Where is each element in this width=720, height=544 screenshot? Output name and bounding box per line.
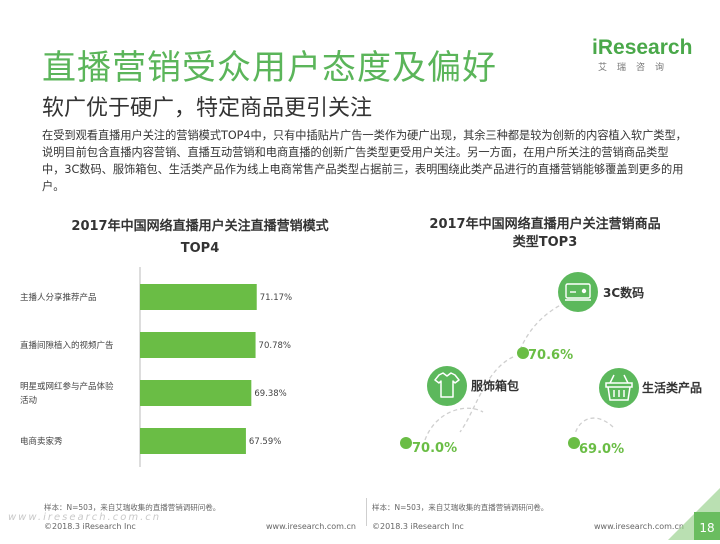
icon-circle [427, 366, 467, 406]
page-number: 18 [694, 512, 720, 540]
product-name: 3C数码 [603, 285, 644, 300]
percent-label: 70.6% [528, 348, 573, 363]
right-source-note: 样本：N=503，来自艾瑞收集的直播营销调研问卷。 [372, 503, 549, 512]
logo-word: iResearch [592, 36, 693, 59]
connector-line [459, 356, 514, 433]
product-name: 生活类产品 [642, 380, 702, 395]
iresearch-logo: iResearch 艾瑞咨询 [592, 36, 693, 73]
bar [140, 332, 256, 358]
product-name: 服饰箱包 [471, 378, 519, 393]
mode-bar-chart: 71.17% 主播人分享推荐产品 70.78% 直播间隙植入的视频广告 69.38% 明星… [20, 267, 292, 467]
product-item-3c: 3C数码 70.6% [517, 272, 644, 363]
percent-dot [517, 347, 529, 359]
percent-label: 69.0% [579, 442, 624, 457]
page-title: 直播营销受众用户态度及偏好 [42, 48, 497, 88]
percent-dot [400, 437, 412, 449]
bar [140, 380, 252, 406]
icon-circle [599, 368, 639, 408]
percent-dot [568, 437, 580, 449]
bar [140, 284, 257, 310]
connector-line [574, 417, 614, 435]
basket-icon [605, 374, 633, 401]
icon-circle [558, 272, 598, 312]
category-label: 主播人分享推荐产品 [20, 292, 97, 303]
left-url[interactable]: www.iresearch.com.cn [266, 522, 356, 531]
product-type-infographic: 3C数码 70.6% 服饰箱包 70.0% 生活类产品 69.0% [400, 272, 702, 457]
category-label: 明星或网红参与产品体验活动 [20, 381, 114, 406]
value-label: 67.59% [249, 437, 281, 447]
right-chart-title: 2017年中国网络直播用户关注营销商品 类型TOP3 [429, 217, 661, 250]
logo-cn: 艾瑞咨询 [598, 63, 675, 73]
left-source-note: 样本：N=503，来自艾瑞收集的直播营销调研问卷。 [44, 503, 221, 512]
left-copyright: ©2018.3 iResearch Inc [44, 522, 136, 531]
watermark: www.iresearch.com.cn [8, 512, 162, 523]
percent-label: 70.0% [412, 441, 457, 456]
value-label: 69.38% [254, 389, 286, 399]
connector-line [424, 407, 484, 441]
value-label: 70.78% [259, 341, 291, 351]
right-url[interactable]: www.iresearch.com.cn [594, 522, 684, 531]
footer-divider [366, 498, 367, 526]
tshirt-icon [434, 372, 460, 398]
right-copyright: ©2018.3 iResearch Inc [372, 522, 464, 531]
bar [140, 428, 246, 454]
intro-paragraph: 在受到观看直播用户关注的营销模式TOP4中，只有中插贴片广告一类作为硬广出现，其… [42, 129, 687, 193]
product-item-apparel: 服饰箱包 70.0% [400, 366, 519, 456]
page-subtitle: 软广优于硬广，特定商品更引关注 [42, 96, 373, 121]
category-label: 电商卖家秀 [20, 436, 63, 447]
left-chart-title: 2017年中国网络直播用户关注直播营销模式 TOP4 [71, 219, 329, 256]
product-item-living: 生活类产品 69.0% [568, 368, 702, 457]
category-label: 直播间隙植入的视频广告 [20, 340, 114, 351]
digital-device-icon [565, 283, 591, 301]
value-label: 71.17% [260, 293, 292, 303]
